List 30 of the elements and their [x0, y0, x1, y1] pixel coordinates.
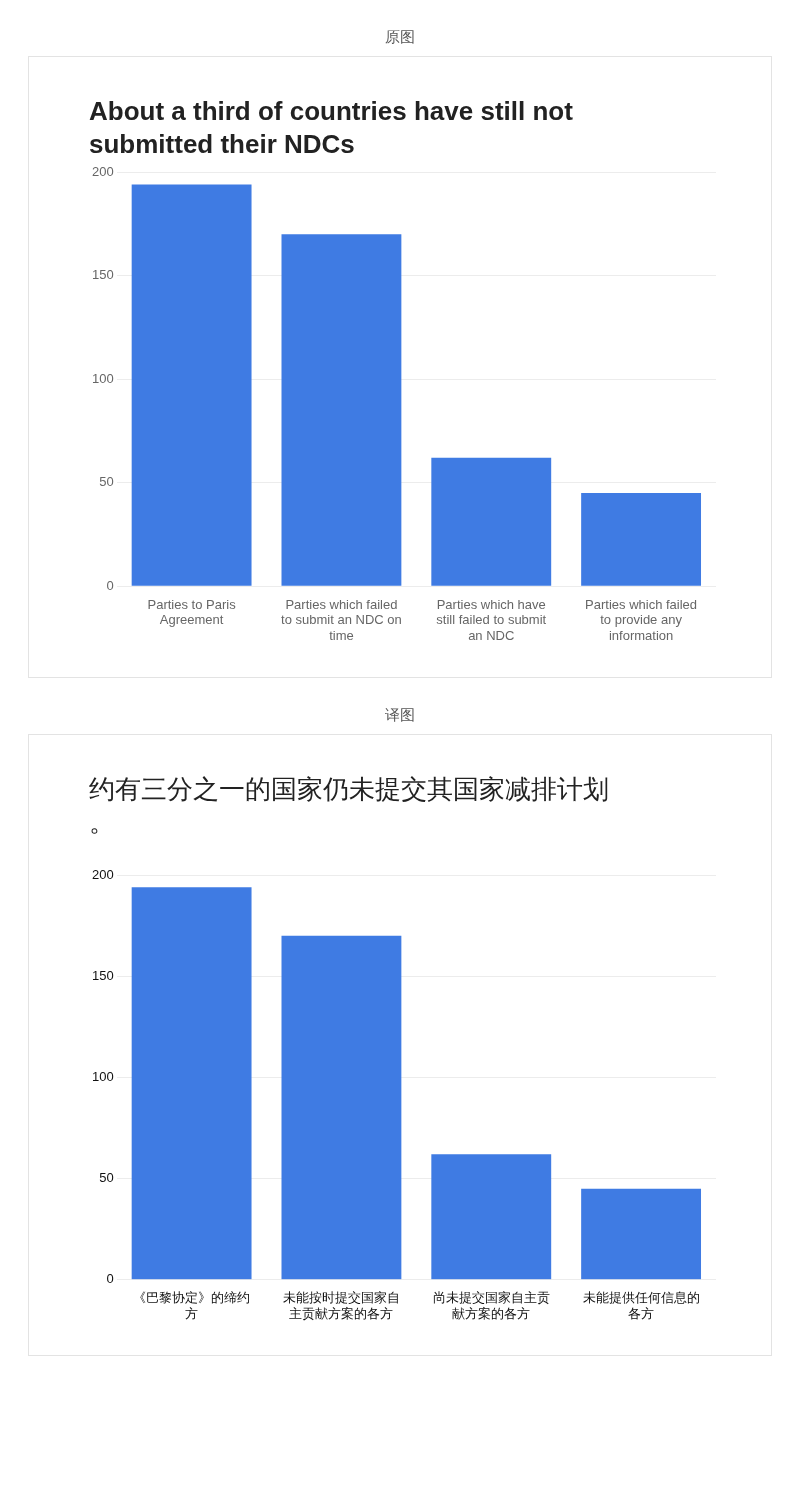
- x-tick-label: 《巴黎协定》的缔约方: [133, 1290, 251, 1321]
- bar: [431, 1154, 552, 1280]
- y-tick-label: 0: [106, 577, 114, 593]
- x-tick-label: 尚未提交国家自主贡献方案的各方: [432, 1290, 550, 1321]
- text: 译图: [384, 705, 416, 725]
- bar: [281, 234, 402, 586]
- chart-title: 约有三分之一的国家仍未提交其国家减排计划。: [89, 774, 609, 837]
- text: 原图: [384, 27, 416, 47]
- y-tick-label: 50: [99, 474, 114, 490]
- y-tick-label: 200: [91, 866, 114, 882]
- y-tick-label: 100: [91, 370, 114, 386]
- bar: [131, 184, 252, 586]
- bar: [131, 887, 252, 1280]
- x-tick-label: Parties which failed to provide any information: [585, 596, 698, 643]
- y-tick-label: 150: [91, 267, 114, 283]
- y-tick-label: 150: [91, 967, 114, 983]
- y-tick-label: 200: [91, 163, 114, 179]
- x-tick-label: Parties to Paris Agreement: [147, 596, 237, 628]
- x-tick-label: 未能按时提交国家自主贡献方案的各方: [282, 1290, 400, 1321]
- y-tick-label: 100: [91, 1068, 114, 1084]
- bar: [431, 457, 552, 586]
- bar: [581, 1188, 702, 1280]
- x-tick-label: 未能提供任何信息的各方: [582, 1290, 700, 1321]
- x-tick-label: Parties which failed to submit an NDC on time: [281, 596, 402, 643]
- bar: [581, 493, 702, 586]
- chart-title: About a third of countries have still not submitted their NDCs: [89, 96, 574, 159]
- x-tick-label: Parties which have still failed to submit an NDC: [436, 596, 547, 643]
- bar: [281, 935, 402, 1280]
- y-tick-label: 50: [99, 1170, 114, 1186]
- y-tick-label: 0: [106, 1271, 114, 1287]
